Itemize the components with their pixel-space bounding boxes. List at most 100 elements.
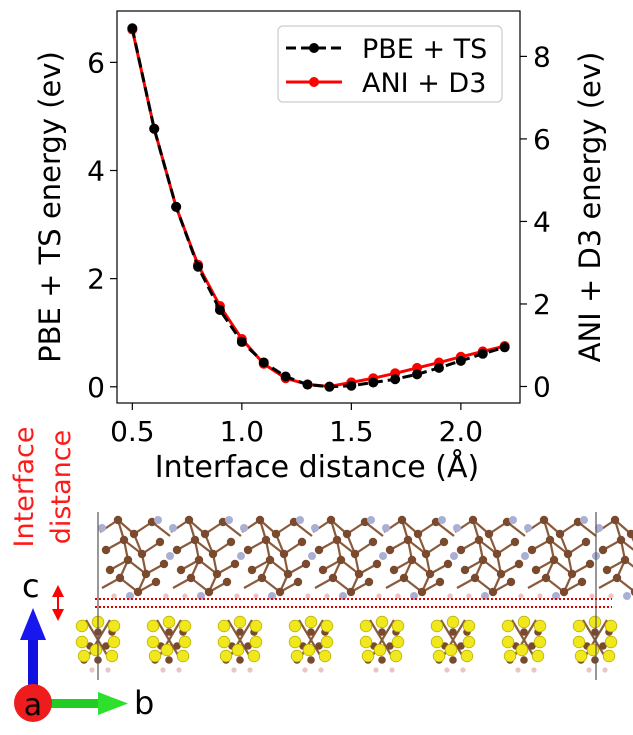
carbon-atom [527,545,537,555]
sulfur-atom [533,635,547,649]
nitrogen-atom [524,524,532,532]
x-axis-ticks: 0.5 1.0 1.5 2.0 [110,403,483,448]
sulfur-atom [359,635,373,649]
carbon-atom [212,569,222,579]
carbon-atom [275,587,285,597]
carbon-atom [389,565,399,575]
carbon-atom [326,515,336,525]
nitrogen-atom [166,552,174,560]
carbon-atom [141,569,151,579]
carbon-atom [137,549,147,559]
nitrogen-atom [169,524,177,532]
carbon-atom [190,535,200,545]
sulfur-atom [302,643,316,657]
sulfur-atom [602,649,616,663]
sulfur-atom [288,619,302,633]
carbon-atom [488,587,498,597]
carbon-atom [585,559,595,569]
carbon-atom [421,549,431,559]
data-point-pbe [346,380,357,391]
a-axis-dot [14,684,52,722]
sulfur-atom [391,619,405,633]
carbon-atom [520,656,528,664]
nitrogen-atom [311,524,319,532]
sulfur-atom [361,649,375,663]
carbon-atom [236,628,244,636]
carbon-atom [474,535,484,545]
nitrogen-atom [438,516,446,524]
sulfur-atom [89,643,103,657]
carbon-atom [173,642,181,650]
energy-chart: 0.5 1.0 1.5 2.0 0 2 4 6 0 2 4 6 8 Interface distan… [33,10,607,485]
hydrogen-atom [460,667,466,673]
carbon-atom [425,569,435,579]
carbon-atom [407,555,417,565]
sulfur-atom [249,635,263,649]
nitrogen-atom [240,524,248,532]
carbon-atom [413,529,423,539]
sulfur-atom [304,615,318,629]
hydrogen-atom [466,593,472,599]
sulfur-atom [375,615,389,629]
sulfur-atom [531,649,545,663]
interface-label-line1: Interface [9,427,40,548]
x-tick-label: 1.5 [329,415,374,448]
hydrogen-atom [395,593,401,599]
legend-marker-pbe [309,43,319,53]
b-axis-label: b [134,684,154,722]
carbon-atom [176,565,186,575]
hydrogen-atom [537,593,543,599]
sulfur-atom [160,643,174,657]
data-point-pbe [236,336,247,347]
carbon-atom [397,515,407,525]
carbon-atom [496,569,506,579]
carbon-atom [297,537,307,547]
data-point-pbe [127,23,138,34]
carbon-atom [378,656,386,664]
carbon-atom [541,573,551,583]
carbon-atom [247,565,257,575]
carbon-atom [364,577,374,587]
hydrogen-atom [602,667,608,673]
hydrogen-atom [515,667,521,673]
carbon-atom [549,555,559,565]
carbon-atom [342,529,352,539]
sulfur-atom [501,635,515,649]
sulfur-atom [176,649,190,663]
c-axis-arrowhead [20,608,46,640]
carbon-atom [602,565,612,575]
data-point-pbe [193,261,204,272]
carbon-atom [468,515,478,525]
carbon-atom [386,642,394,650]
sulfur-atom [533,619,547,633]
carbon-atom [350,549,360,559]
atom-bond [582,619,608,661]
atom-bond [511,619,537,661]
data-point-pbe [433,362,444,373]
carbon-atom [610,515,620,525]
carbon-atom [439,537,449,547]
nitrogen-atom [237,552,245,560]
sulfur-atom [233,615,247,629]
y-tick-label: 0 [87,371,105,404]
carbon-atom [449,656,457,664]
x-tick-label: 0.5 [110,415,155,448]
carbon-atom [577,577,587,587]
interface-label-line2: distance [46,430,77,544]
carbon-atom [555,529,565,539]
sulfur-atom [146,619,160,633]
sulfur-atom [359,619,373,633]
carbon-atom [506,577,516,587]
sulfur-atom [320,619,334,633]
atom-bond [227,619,253,661]
nitrogen-atom [521,552,529,560]
legend-label-pbe: PBE + TS [362,34,487,65]
atom-bond [440,619,466,661]
carbon-atom [293,577,303,587]
carbon-atom [372,559,382,569]
b-axis-arrow [40,699,102,708]
hydrogen-atom [247,667,253,673]
carbon-atom [115,573,125,583]
carbon-atom [102,642,110,650]
carbon-atom [510,537,520,547]
